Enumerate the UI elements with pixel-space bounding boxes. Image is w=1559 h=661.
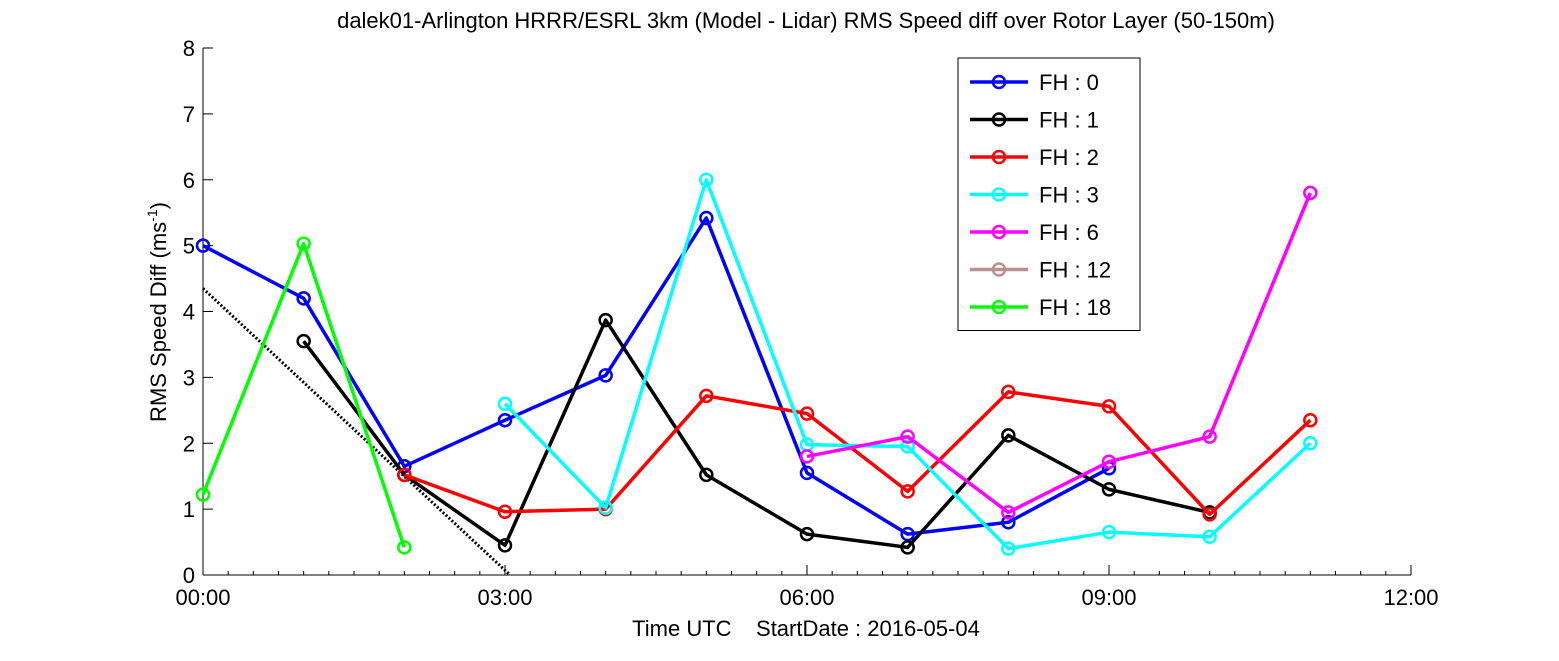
legend-label: FH : 18 (1039, 295, 1111, 320)
data-point (296, 236, 311, 251)
trend-line (201, 287, 512, 577)
data-point (397, 540, 412, 555)
data-point (195, 238, 211, 253)
legend-swatch-marker (991, 262, 1007, 277)
y-tick-label: 2 (183, 431, 195, 456)
legend-label: FH : 6 (1039, 220, 1099, 245)
data-point (497, 412, 513, 428)
y-tick-label: 0 (183, 563, 195, 588)
legend-swatch-marker (991, 299, 1007, 315)
series-4 (799, 185, 1318, 520)
legend-swatch-marker (991, 74, 1007, 90)
data-point (900, 484, 915, 499)
x-tick-label: 03:00 (477, 585, 532, 610)
y-axis-label: RMS Speed Diff (ms-1) (144, 202, 171, 422)
data-point (900, 540, 915, 555)
data-point (900, 429, 915, 444)
data-point (1101, 482, 1117, 497)
y-tick-label: 1 (183, 497, 195, 522)
legend-swatch-marker (991, 224, 1007, 240)
data-point (397, 467, 412, 483)
data-point (799, 526, 815, 542)
series-line (503, 178, 1312, 551)
legend-label: FH : 3 (1039, 183, 1099, 208)
data-point (1101, 399, 1117, 414)
data-point (1303, 412, 1318, 428)
series-line (806, 192, 1312, 515)
data-point (1101, 524, 1117, 540)
y-axis-label-tail: ) (146, 202, 171, 209)
data-point (1001, 541, 1016, 556)
legend: FH : 0 FH : 1 FH : 2 FH : 3 FH : 6 FH : 12 FH … (957, 57, 1141, 331)
y-tick-label: 8 (183, 36, 195, 61)
y-tick-label: 4 (183, 300, 195, 325)
data-point (497, 538, 513, 553)
x-tick-label: 00:00 (175, 585, 230, 610)
y-tick-label: 6 (183, 168, 195, 193)
data-point (1001, 384, 1016, 400)
data-point (699, 210, 714, 226)
legend-label: FH : 2 (1039, 145, 1099, 170)
series-line (403, 390, 1312, 517)
legend-swatch-marker (991, 149, 1007, 165)
data-point (598, 312, 613, 328)
data-point (799, 406, 815, 421)
data-point (699, 388, 714, 404)
series-6 (195, 236, 412, 555)
series-layer (195, 172, 1318, 556)
series-line (302, 318, 1211, 550)
data-point (296, 333, 311, 349)
data-point (699, 467, 714, 483)
series-line (201, 241, 406, 548)
data-point (598, 368, 613, 383)
chart-title: dalek01-Arlington HRRR/ESRL 3km (Model -… (337, 8, 1275, 33)
data-point (1101, 454, 1117, 469)
data-point (497, 504, 513, 520)
series-line (202, 216, 1110, 536)
y-tick-label: 5 (183, 234, 195, 259)
y-tick-label: 3 (183, 365, 195, 390)
x-axis-label: Time UTC StartDate : 2016-05-04 (632, 616, 980, 641)
y-axis-label-main: RMS Speed Diff (ms (146, 222, 171, 422)
legend-label: FH : 1 (1039, 108, 1099, 133)
series-0 (195, 210, 1117, 542)
data-point (900, 439, 915, 454)
axes: 00:00 03:00 06:00 09:00 12:00 0 1 2 3 4 5 6 7 8 (175, 36, 1438, 610)
data-point (1001, 428, 1016, 443)
legend-swatch-marker (991, 187, 1007, 202)
x-tick-label: 06:00 (779, 585, 834, 610)
data-point (1001, 515, 1016, 530)
trend-line-layer (201, 287, 512, 577)
x-tick-label: 12:00 (1383, 585, 1438, 610)
data-point (296, 291, 311, 306)
data-point (497, 396, 513, 411)
data-point (1202, 529, 1217, 545)
data-point (1001, 505, 1016, 520)
y-tick-label: 7 (183, 102, 195, 127)
legend-label: FH : 0 (1039, 70, 1099, 95)
data-point (1202, 507, 1217, 522)
y-axis-label-sup: -1 (144, 209, 160, 222)
legend-label: FH : 12 (1039, 258, 1111, 283)
data-point (598, 500, 613, 516)
data-point (799, 465, 815, 481)
data-point (1202, 429, 1217, 444)
data-point (1303, 436, 1318, 451)
series-3 (497, 172, 1318, 556)
legend-swatch-marker (991, 112, 1007, 127)
data-point (799, 449, 815, 464)
data-point (699, 172, 714, 187)
data-point (195, 487, 211, 502)
data-point (1303, 185, 1318, 201)
x-tick-label: 09:00 (1081, 585, 1136, 610)
